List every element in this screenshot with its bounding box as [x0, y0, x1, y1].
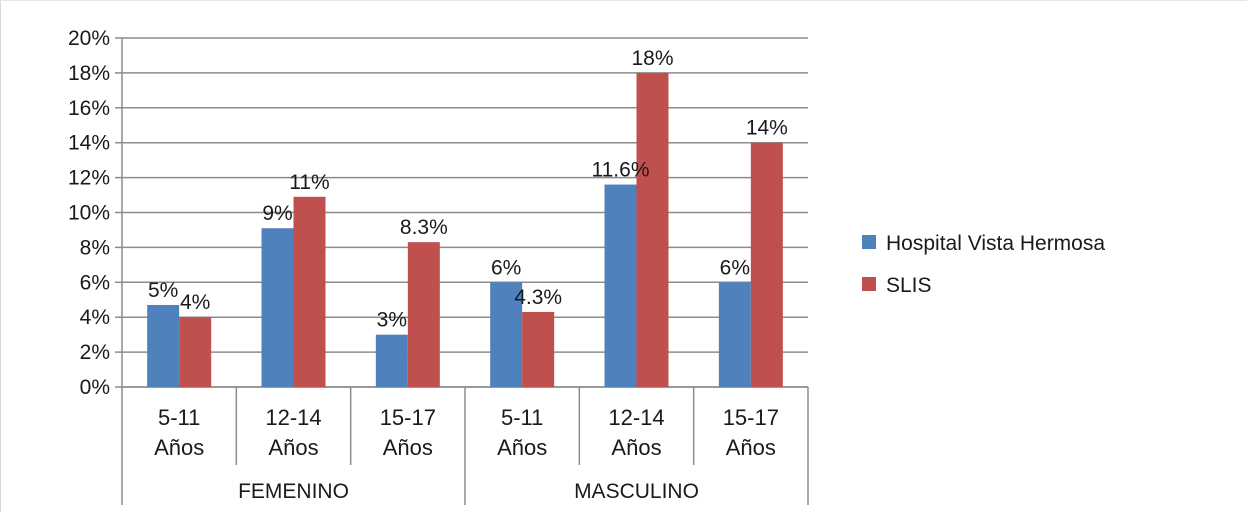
category-label: Años — [383, 435, 433, 460]
y-tick-label: 18% — [68, 62, 110, 85]
category-label: Años — [497, 435, 547, 460]
data-label: 4% — [180, 291, 210, 314]
y-tick-label: 10% — [68, 202, 110, 225]
y-tick-label: 8% — [80, 236, 110, 259]
bar-hospital-vista-hermosa — [604, 184, 637, 387]
y-tick-label: 6% — [80, 271, 110, 294]
y-tick-label: 14% — [68, 132, 110, 155]
category-label: 12-14 — [265, 405, 321, 430]
bar-hospital-vista-hermosa — [147, 304, 180, 387]
bar-hospital-vista-hermosa — [490, 282, 523, 387]
legend-label: Hospital Vista Hermosa — [886, 232, 1105, 255]
group-label: MASCULINO — [574, 480, 699, 503]
y-tick-label: 16% — [68, 97, 110, 120]
y-tick-label: 12% — [68, 167, 110, 190]
category-label: 15-17 — [380, 405, 436, 430]
data-label: 18% — [631, 47, 673, 70]
category-label: Años — [726, 435, 776, 460]
bar-slis — [407, 242, 440, 387]
category-label: Años — [611, 435, 661, 460]
category-label: 15-17 — [723, 405, 779, 430]
y-tick-label: 2% — [80, 341, 110, 364]
category-label: 5-11 — [158, 405, 200, 430]
data-label: 8.3% — [400, 216, 448, 239]
data-label: 6% — [720, 256, 750, 279]
category-label: 12-14 — [608, 405, 664, 430]
group-label: FEMENINO — [238, 480, 349, 503]
y-tick-label: 0% — [80, 376, 110, 399]
data-label: 11% — [289, 171, 329, 194]
bar-hospital-vista-hermosa — [375, 334, 408, 387]
y-tick-label: 4% — [80, 306, 110, 329]
legend-swatch — [862, 277, 876, 291]
bar-slis — [522, 311, 555, 387]
bar-slis — [293, 196, 326, 387]
bar-hospital-vista-hermosa — [718, 282, 751, 387]
legend-label: SLIS — [886, 274, 932, 297]
y-tick-label: 20% — [68, 27, 110, 50]
category-label: Años — [268, 435, 318, 460]
data-label: 5% — [148, 279, 178, 302]
bar-slis — [750, 142, 783, 387]
bar-slis — [179, 317, 212, 387]
category-label: 5-11 — [501, 405, 543, 430]
bar-slis — [636, 72, 669, 388]
data-label: 9% — [262, 202, 292, 225]
data-label: 4.3% — [514, 286, 562, 309]
data-label: 6% — [491, 256, 521, 279]
category-label: Años — [154, 435, 204, 460]
data-label: 3% — [377, 309, 407, 332]
legend-swatch — [862, 235, 876, 249]
bar-hospital-vista-hermosa — [261, 228, 294, 387]
data-label: 14% — [746, 117, 788, 140]
data-label: 11.6% — [592, 159, 650, 182]
